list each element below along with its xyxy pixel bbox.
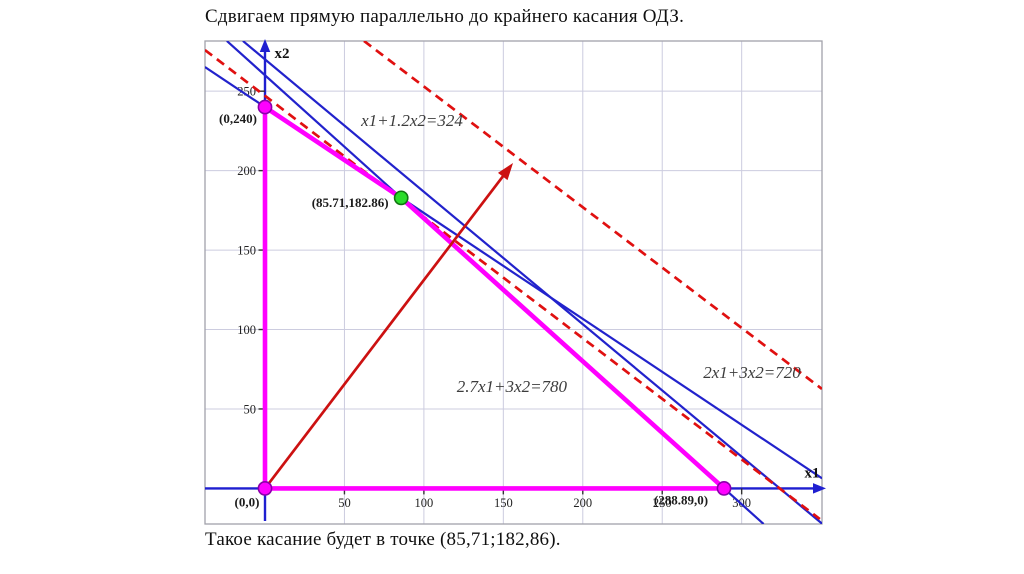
point-dot-2 <box>716 480 732 496</box>
point-label-2: (288.89,0) <box>654 492 708 507</box>
point-label-1: (0,240) <box>219 111 257 126</box>
gradient-arrow-head <box>497 162 514 181</box>
point-dot-3 <box>393 190 409 206</box>
point-dot-1 <box>257 99 273 115</box>
axis-label-x2: x2 <box>275 46 290 62</box>
plot-border <box>204 40 823 525</box>
y-tick-label: 250 <box>237 85 256 99</box>
gridlines <box>205 41 822 524</box>
y-tick-label: 150 <box>237 244 256 258</box>
y-tick-label: 100 <box>237 323 256 337</box>
slide-title: Сдвигаем прямую параллельно до крайнего … <box>205 6 685 27</box>
y-axis-arrowhead <box>259 39 271 52</box>
objective-shift-2-line <box>363 41 822 391</box>
axis-label-x1: x1 <box>805 465 820 481</box>
x-tick-label: 250 <box>653 496 672 510</box>
equation-label-0: x1+1.2x2=324 <box>360 111 463 130</box>
x-tick-label: 100 <box>415 496 434 510</box>
x-tick-label: 50 <box>338 496 351 510</box>
objective-shift-1-line <box>205 48 821 521</box>
slide-caption: Такое касание будет в точке (85,71;182,8… <box>205 529 561 550</box>
gradient-arrow-shaft <box>263 170 509 490</box>
y-tick-label: 50 <box>244 402 257 416</box>
point-dot-0 <box>257 480 273 496</box>
x-tick-label: 150 <box>494 496 513 510</box>
equation-label-2: 2.7x1+3x2=780 <box>457 377 568 396</box>
x-tick-label: 200 <box>573 496 592 510</box>
point-label-0: (0,0) <box>235 494 260 509</box>
x-axis-arrowhead <box>813 483 826 494</box>
constraint-324-line <box>242 41 822 524</box>
y-tick-label: 200 <box>237 164 256 178</box>
equation-label-1: 2x1+3x2=720 <box>703 363 801 382</box>
point-label-3: (85.71,182.86) <box>312 195 389 210</box>
